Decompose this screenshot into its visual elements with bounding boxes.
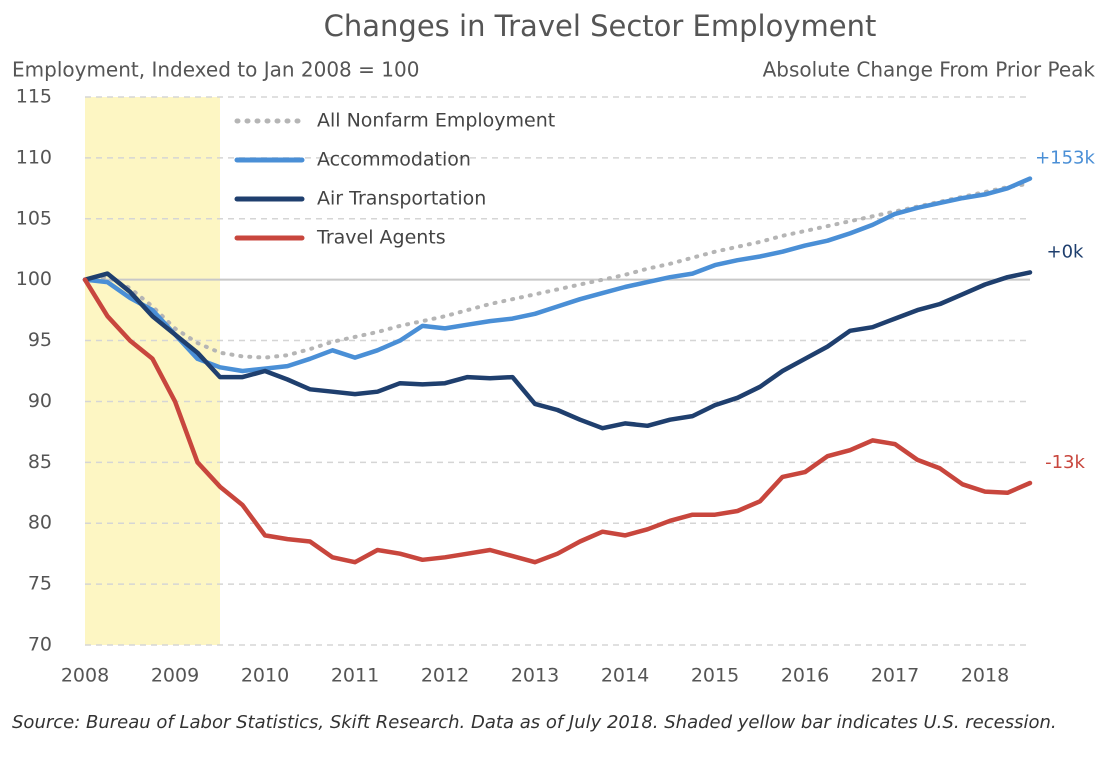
x-tick-label: 2008 xyxy=(61,665,109,687)
source-box: Source: Bureau of Labor Statistics, Skif… xyxy=(12,712,1057,733)
series-line xyxy=(82,270,1033,431)
y-tick-label: 100 xyxy=(16,268,52,290)
y-tick-label: 80 xyxy=(28,512,52,534)
y-tick-label: 85 xyxy=(28,451,52,473)
end-label: +0k xyxy=(1047,241,1085,262)
legend-label: Accommodation xyxy=(317,149,471,171)
legend-label: Air Transportation xyxy=(317,188,486,210)
y-tick-label: 75 xyxy=(28,573,52,595)
x-tick-label: 2018 xyxy=(961,665,1009,687)
y-tick-label: 70 xyxy=(28,634,52,656)
subtitle: Employment, Indexed to Jan 2008 = 100 xyxy=(12,58,419,82)
legend-label: All Nonfarm Employment xyxy=(317,110,555,132)
x-tick-label: 2017 xyxy=(871,665,919,687)
series-line xyxy=(83,181,1032,360)
x-tick-label: 2009 xyxy=(151,665,199,687)
x-tick-label: 2010 xyxy=(241,665,289,687)
series-line xyxy=(82,277,1033,565)
x-tick-label: 2012 xyxy=(421,665,469,687)
series-line xyxy=(82,176,1033,374)
x-tick-label: 2014 xyxy=(601,665,649,687)
x-tick-label: 2015 xyxy=(691,665,739,687)
y-tick-label: 110 xyxy=(16,146,52,168)
y-tick-label: 90 xyxy=(28,390,52,412)
recession-band xyxy=(85,97,220,645)
end-label: -13k xyxy=(1045,452,1085,473)
source-note: Source: Bureau of Labor Statistics, Skif… xyxy=(12,712,1057,733)
y-tick-label: 95 xyxy=(28,329,52,351)
end-label: +153k xyxy=(1035,148,1095,169)
y-tick-label: 115 xyxy=(16,86,52,108)
legend-label: Travel Agents xyxy=(316,227,446,249)
x-tick-label: 2016 xyxy=(781,665,829,687)
right-subtitle: Absolute Change From Prior Peak xyxy=(763,58,1096,82)
chart-title: Changes in Travel Sector Employment xyxy=(324,9,877,43)
x-tick-label: 2013 xyxy=(511,665,559,687)
y-tick-label: 105 xyxy=(16,207,52,229)
x-tick-label: 2011 xyxy=(331,665,379,687)
